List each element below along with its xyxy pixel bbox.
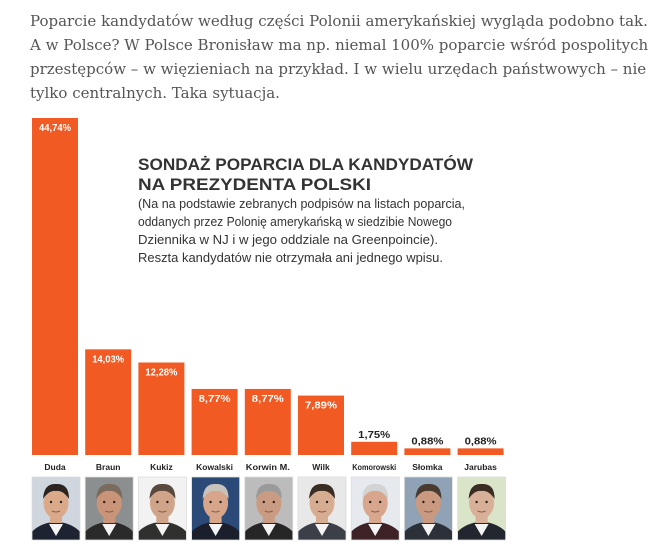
portrait-wilk-icon	[297, 476, 347, 541]
bar-kukiz	[138, 362, 185, 455]
chart-title-line: NA PREZYDENTA POLSKI	[138, 175, 371, 194]
portrait-komorowski-icon	[350, 476, 400, 541]
portrait-jarubas-icon	[457, 476, 507, 541]
category-label-komorowski: Komorowski	[352, 462, 396, 472]
chart-title-line: SONDAŻ POPARCIA DLA KANDYDATÓW	[138, 155, 474, 174]
value-label-kowalski: 8,77%	[199, 394, 231, 405]
article-paragraph: Poparcie kandydatów według części Poloni…	[30, 12, 649, 102]
poll-chart: SONDAŻ POPARCIA DLA KANDYDATÓW NA PREZYDE…	[28, 112, 512, 544]
category-label-slomka: Słomka	[412, 462, 443, 472]
chart-note-line: Reszta kandydatów nie otrzymała ani jedn…	[138, 251, 443, 265]
bar-komorowski	[351, 441, 398, 455]
bar-wilk	[298, 395, 344, 455]
value-labels: 44,74% 14,03% 12,28% 8,77% 8,77% 7,89% 1,75% 0,…	[39, 123, 497, 447]
value-label-slomka: 0,88%	[411, 436, 443, 447]
value-label-korwin-m: 8,77%	[252, 394, 284, 405]
value-label-braun: 14,03%	[92, 354, 124, 365]
category-labels: Duda Braun Kukiz Kowalski Korwin M. Wilk Komor…	[44, 462, 497, 472]
portrait-korwin-icon	[244, 476, 294, 541]
bar-korwin-m	[244, 388, 291, 455]
bar-slomka	[404, 448, 451, 455]
value-label-komorowski: 1,75%	[358, 430, 390, 441]
value-label-duda: 44,74%	[39, 123, 71, 134]
portrait-kowalski-icon	[191, 476, 241, 541]
category-label-korwin-m: Korwin M.	[246, 462, 290, 472]
category-label-wilk: Wilk	[312, 462, 330, 472]
bar-jarubas	[457, 448, 504, 455]
value-label-jarubas: 0,88%	[465, 436, 497, 447]
category-label-jarubas: Jarubas	[464, 462, 497, 472]
category-label-kukiz: Kukiz	[150, 462, 173, 472]
category-label-kowalski: Kowalski	[196, 462, 233, 472]
value-label-wilk: 7,89%	[305, 401, 337, 412]
portrait-slomka-icon	[403, 476, 453, 541]
portrait-kukiz-icon	[138, 476, 187, 541]
portrait-braun-icon	[84, 476, 134, 541]
bar-duda	[32, 118, 78, 455]
value-label-kukiz: 12,28%	[145, 368, 177, 379]
chart-note-line: Dziennika w NJ i w jego oddziale na Gree…	[138, 233, 438, 247]
candidate-photos	[31, 476, 507, 541]
chart-note: (Na na podstawie zebranych podpisów na l…	[138, 197, 465, 265]
portrait-duda-icon	[31, 476, 81, 541]
category-label-duda: Duda	[44, 462, 66, 472]
bar-braun	[85, 349, 132, 455]
category-label-braun: Braun	[96, 462, 121, 472]
chart-note-line: oddanych przez Polonię amerykańską w sie…	[138, 215, 452, 229]
bar-kowalski	[191, 388, 238, 455]
chart-note-line: (Na na podstawie zebranych podpisów na l…	[138, 197, 465, 211]
bars	[32, 118, 504, 455]
